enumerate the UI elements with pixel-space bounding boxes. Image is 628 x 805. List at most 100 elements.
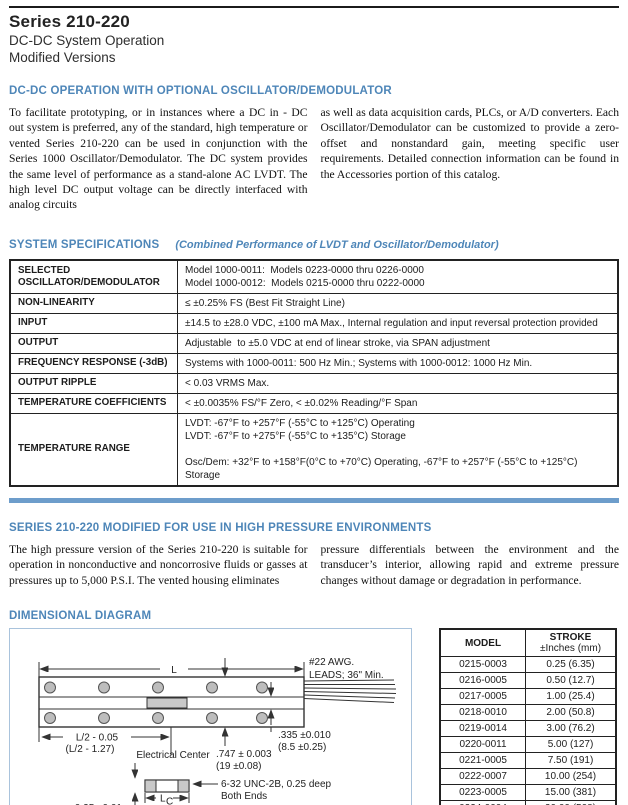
stroke-cell: 3.00 (76.2) — [525, 720, 617, 738]
table-row: 0221-0005 7.50 (191) — [439, 752, 617, 770]
table-row: NON-LINEARITY ≤ ±0.25% FS (Best Fit Stra… — [9, 292, 619, 314]
model-cell: 0224-0004 — [439, 800, 526, 805]
table-row: 0220-0011 5.00 (127) — [439, 736, 617, 754]
table-row: 0215-0003 0.25 (6.35) — [439, 656, 617, 674]
stroke-header-line2: ±Inches (mm) — [539, 643, 602, 655]
spec-value-output: Adjustable to ±5.0 VDC at end of linear … — [177, 332, 619, 354]
stroke-cell: 20.00 (508) — [525, 800, 617, 805]
spec-value-line: ≤ ±0.25% FS (Best Fit Straight Line) — [185, 297, 345, 309]
spec-heading-row: SYSTEM SPECIFICATIONS (Combined Performa… — [9, 239, 619, 251]
top-rule — [9, 6, 619, 8]
stroke-cell: 0.25 (6.35) — [525, 656, 617, 674]
core-drawing: L C Core 0.25 ±0.01 (6.4 ±0.25) 6-32 UNC… — [75, 763, 332, 805]
stroke-column-header: STROKE ±Inches (mm) — [525, 628, 617, 658]
section2-heading: SERIES 210-220 MODIFIED FOR USE IN HIGH … — [9, 521, 432, 534]
spec-table: SELECTED OSCILLATOR/DEMODULATOR Model 10… — [9, 258, 619, 487]
core-diameter-label: 0.25 ±0.01 — [75, 803, 123, 805]
spec-label-temp-range: TEMPERATURE RANGE — [9, 412, 178, 487]
section1-col-left: To facilitate prototyping, or in instanc… — [9, 106, 308, 212]
spec-value-ripple: < 0.03 VRMS Max. — [177, 372, 619, 394]
spec-value-line: LVDT: -67°F to +257°F (-55°C to +125°C) … — [185, 417, 415, 429]
height-dimension: .747 ± 0.003 (19 ±0.08) — [216, 658, 272, 772]
spec-label-line: SELECTED — [18, 264, 71, 276]
spec-label-output: OUTPUT — [9, 332, 178, 354]
stroke-cell: 5.00 (127) — [525, 736, 617, 754]
core-end-left — [144, 779, 157, 793]
lvdt-body — [38, 676, 305, 728]
dim-bore-label: .335 ±0.010 — [278, 730, 331, 741]
table-row: FREQUENCY RESPONSE (-3dB) Systems with 1… — [9, 352, 619, 374]
spec-value-line: Model 1000-0011: Models 0223-0000 thru 0… — [185, 264, 424, 276]
table-row: 0223-0005 15.00 (381) — [439, 784, 617, 802]
spec-value-temp-coeff: < ±0.0035% FS/°F Zero, < ±0.02% Reading/… — [177, 392, 619, 414]
model-cell: 0216-0005 — [439, 672, 526, 690]
spec-label-frequency: FREQUENCY RESPONSE (-3dB) — [9, 352, 178, 374]
dim-length-label: L — [171, 665, 177, 676]
core-length-sub-label: C — [166, 797, 173, 805]
stroke-cell: 7.50 (191) — [525, 752, 617, 770]
spec-label-selected: SELECTED OSCILLATOR/DEMODULATOR — [9, 259, 178, 294]
table-row: OUTPUT Adjustable to ±5.0 VDC at end of … — [9, 332, 619, 354]
dim-half-length-metric-label: (L/2 - 1.27) — [66, 744, 115, 755]
bore-dimension: .335 ±0.010 (8.5 ±0.25) — [271, 682, 331, 753]
diagram-heading: DIMENSIONAL DIAGRAM — [9, 610, 152, 623]
model-stroke-table: MODEL STROKE ±Inches (mm) 0215-0003 0.25 … — [439, 628, 617, 805]
section2-col-right: pressure differentials between the envir… — [320, 542, 620, 587]
table-row: SELECTED OSCILLATOR/DEMODULATOR Model 10… — [9, 259, 619, 294]
spec-label-nonlinearity: NON-LINEARITY — [9, 292, 178, 314]
model-cell: 0217-0005 — [439, 688, 526, 706]
dim-height-label: .747 ± 0.003 — [216, 749, 272, 760]
section-divider — [9, 497, 619, 503]
page-subtitle-2: Modified Versions — [9, 50, 116, 65]
table-row: OUTPUT RIPPLE < 0.03 VRMS Max. — [9, 372, 619, 394]
awg-leads-label-line2: LEADS; 36" Min. — [309, 670, 384, 681]
extension-lines — [38, 662, 305, 804]
dim-half-length-label: L/2 - 0.05 — [76, 733, 119, 744]
lead-wires — [303, 679, 397, 704]
spec-value-line: < ±0.0035% FS/°F Zero, < ±0.02% Reading/… — [185, 397, 418, 409]
spec-value-input: ±14.5 to ±28.0 VDC, ±100 mA Max., Intern… — [177, 312, 619, 334]
dim-bore-metric-label: (8.5 ±0.25) — [278, 742, 326, 753]
dimensional-diagram-box: L — [9, 628, 412, 805]
table-row: 0224-000420.00 (508) — [439, 800, 617, 805]
spec-value-line: < 0.03 VRMS Max. — [185, 377, 270, 389]
section1-heading: DC-DC OPERATION WITH OPTIONAL OSCILLATOR… — [9, 85, 392, 97]
thread-both-ends-label: Both Ends — [221, 791, 267, 802]
spec-value-line — [185, 443, 610, 456]
dimensional-diagram: L — [38, 657, 397, 805]
model-cell: 0221-0005 — [439, 752, 526, 770]
stroke-header-line1: STROKE — [549, 632, 592, 644]
core-slot — [146, 697, 188, 709]
table-row: TEMPERATURE RANGE LVDT: -67°F to +257°F … — [9, 412, 619, 487]
table-row: 0219-0014 3.00 (76.2) — [439, 720, 617, 738]
length-dimension: L — [41, 665, 302, 676]
table-row: INPUT ±14.5 to ±28.0 VDC, ±100 mA Max., … — [9, 312, 619, 334]
spec-label-ripple: OUTPUT RIPPLE — [9, 372, 178, 394]
model-cell: 0222-0007 — [439, 768, 526, 786]
table-row: 0217-0005 1.00 (25.4) — [439, 688, 617, 706]
model-cell: 0220-0011 — [439, 736, 526, 754]
core-end-right — [177, 779, 190, 793]
vent-holes-top — [44, 681, 268, 694]
stroke-cell: 1.00 (25.4) — [525, 688, 617, 706]
model-cell: 0215-0003 — [439, 656, 526, 674]
section1-body: To facilitate prototyping, or in instanc… — [9, 105, 619, 213]
table-row: 0216-0005 0.50 (12.7) — [439, 672, 617, 690]
electrical-center-label: Electrical Center — [136, 750, 210, 761]
section1-col-right: as well as data acquisition cards, PLCs,… — [320, 106, 620, 181]
awg-leads-label-line1: #22 AWG. — [309, 657, 354, 668]
table-row: 0218-0010 2.00 (50.8) — [439, 704, 617, 722]
stroke-cell: 10.00 (254) — [525, 768, 617, 786]
model-cell: 0219-0014 — [439, 720, 526, 738]
spec-label-temp-coeff: TEMPERATURE COEFFICIENTS — [9, 392, 178, 414]
model-column-header: MODEL — [439, 628, 526, 658]
table-row: 0222-0007 10.00 (254) — [439, 768, 617, 786]
diagram-area: L — [9, 628, 619, 805]
spec-value-line: Model 1000-0012: Models 0215-0000 thru 0… — [185, 277, 425, 289]
stroke-cell: 0.50 (12.7) — [525, 672, 617, 690]
spec-subheading: (Combined Performance of LVDT and Oscill… — [175, 238, 499, 251]
thread-spec-label: 6-32 UNC-2B, 0.25 deep — [221, 779, 332, 790]
half-length-dimension: L/2 - 0.05 (L/2 - 1.27) Electrical Cente… — [43, 733, 210, 761]
model-cell: 0218-0010 — [439, 704, 526, 722]
